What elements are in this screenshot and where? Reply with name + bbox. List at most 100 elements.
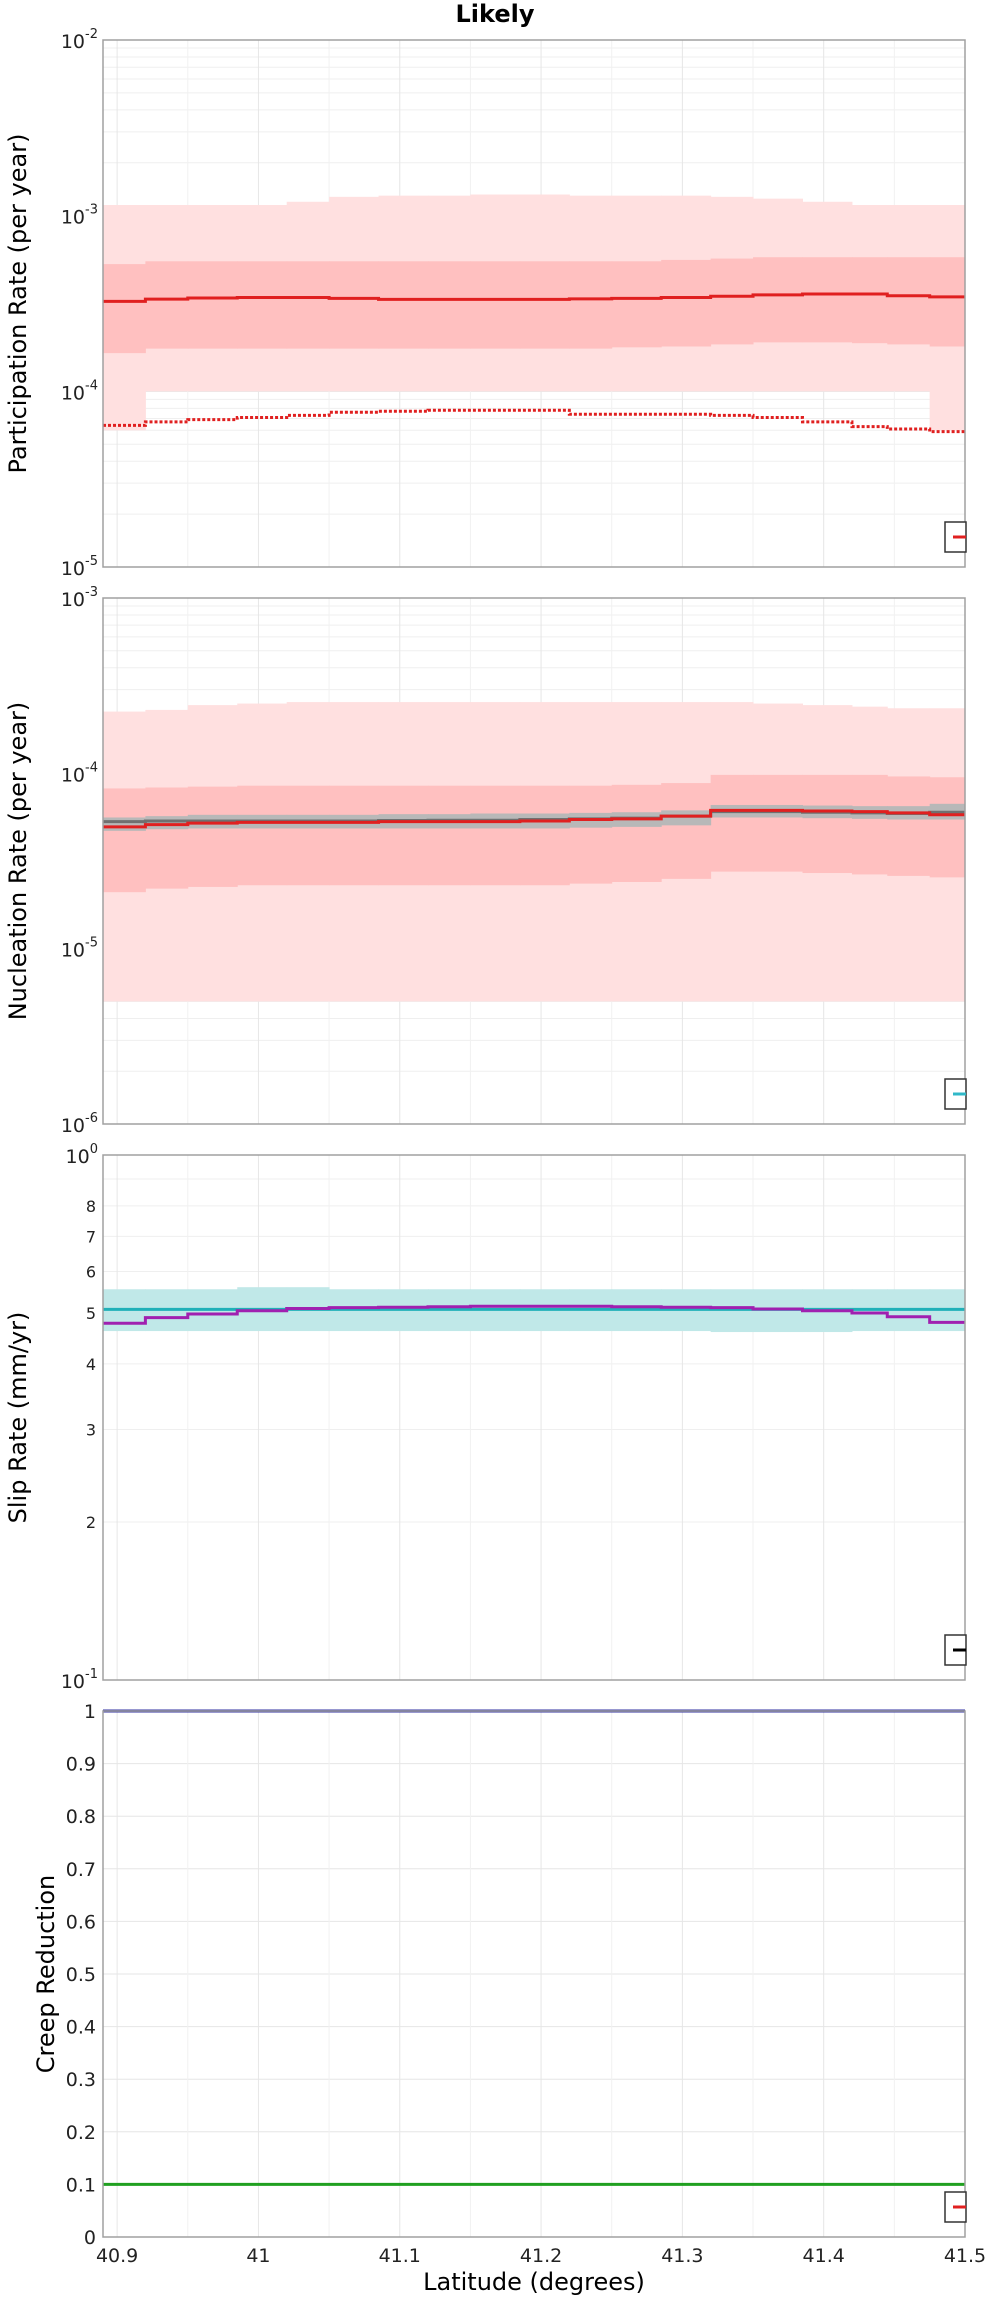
x-tick-label: 41.1 — [379, 2245, 421, 2267]
band-segment — [286, 261, 330, 349]
plot-frame — [102, 597, 966, 1125]
y-tick-label: 10-3 — [61, 203, 98, 229]
y-tick-label: 100 — [66, 1142, 98, 1168]
y-tick-label: 10-6 — [61, 1111, 98, 1137]
x-tick-label: 41.5 — [944, 2245, 986, 2267]
band-segment — [103, 788, 146, 893]
band-segment — [145, 816, 189, 830]
y-tick-label: 0.5 — [66, 1964, 96, 1986]
plot-frame — [102, 39, 966, 568]
band-segment — [237, 261, 288, 349]
series-line — [103, 1304, 965, 1325]
y-minor-tick-label: 8 — [86, 1197, 96, 1216]
y-minor-tick-label: 4 — [86, 1355, 96, 1374]
band-segment — [753, 774, 803, 872]
figure-title: Likely — [456, 0, 535, 28]
band-segment — [851, 257, 888, 344]
y-tick-label: 10-4 — [61, 378, 98, 404]
band-segment — [929, 777, 966, 878]
y-tick-label: 10-3 — [61, 585, 98, 611]
band-segment — [519, 785, 570, 886]
band-segment — [103, 264, 146, 354]
creep-reduction-panel: 0 0.1 0.2 0.3 0.4 0.5 0.6 0.7 0.8 0.9 1 Creep Reduc… — [32, 1701, 967, 2249]
y-axis-label: Creep Reduction — [32, 1875, 60, 2073]
legend — [944, 1078, 967, 1110]
band-segment — [187, 261, 238, 349]
band-segment — [851, 774, 888, 875]
x-tick-label: 41.2 — [520, 2245, 562, 2267]
x-tick-label: 41.3 — [661, 2245, 703, 2267]
y-tick-label: 0.3 — [66, 2069, 96, 2091]
band-segment — [753, 257, 803, 343]
series-line — [103, 408, 965, 434]
x-tick-label: 41 — [246, 2245, 270, 2267]
x-axis-label: Latitude (degrees) — [423, 2268, 645, 2296]
participation-rate-panel: 10-5 10-4 10-3 10-2 Participation Rate (per … — [4, 27, 967, 580]
band-segment — [378, 785, 429, 886]
y-minor-tick-label: 6 — [86, 1262, 96, 1281]
y-minor-tick-label: 2 — [86, 1513, 96, 1532]
band-segment — [329, 785, 380, 886]
y-tick-label: 0 — [84, 2227, 96, 2249]
y-tick-label: 0.7 — [66, 1859, 96, 1881]
band-segment — [286, 785, 330, 886]
band-segment — [378, 261, 429, 349]
y-tick-label: 0.2 — [66, 2122, 96, 2144]
y-tick-label: 0.6 — [66, 1911, 96, 1933]
band-segment — [519, 261, 570, 349]
y-tick-label: 1 — [84, 1701, 96, 1723]
series-line — [103, 808, 965, 829]
band-segment — [470, 261, 521, 349]
nucleation-rate-panel: 10-6 10-5 10-4 10-3 Nucleation Rate (per yea… — [4, 585, 967, 1137]
series-line — [103, 292, 965, 303]
legend — [944, 2191, 967, 2223]
y-minor-tick-label: 7 — [86, 1227, 96, 1246]
y-minor-tick-label: 3 — [86, 1421, 96, 1440]
x-tick-label: 41.4 — [803, 2245, 845, 2267]
band-segment — [145, 787, 189, 889]
legend — [944, 1634, 967, 1666]
band-segment — [428, 785, 471, 886]
plot-frame — [102, 1154, 966, 1681]
slip-rate-panel: 10-1 100 2 3 4 5 6 7 8 Slip Rate (mm/yr) — [4, 1142, 967, 1693]
band-segment — [802, 257, 853, 343]
band-segment — [661, 810, 712, 826]
plot-frame — [102, 1710, 966, 2238]
y-axis-label: Participation Rate (per year) — [4, 134, 32, 474]
band-segment — [187, 786, 238, 887]
band-segment — [569, 785, 613, 884]
y-tick-label: 10-2 — [61, 27, 98, 53]
x-tick-label: 40.9 — [96, 2245, 138, 2267]
band-segment — [428, 261, 471, 349]
band-segment — [611, 261, 662, 348]
band-segment — [145, 261, 189, 349]
y-tick-label: 10-5 — [61, 936, 98, 962]
y-tick-label: 0.9 — [66, 1754, 96, 1776]
y-tick-label: 10-5 — [61, 554, 98, 580]
y-axis-label: Slip Rate (mm/yr) — [4, 1312, 32, 1524]
band-segment — [611, 784, 662, 883]
band-segment — [710, 774, 754, 872]
band-segment — [103, 817, 146, 831]
band-segment — [802, 774, 853, 874]
band-segment — [237, 785, 288, 886]
y-minor-tick-label: 5 — [86, 1304, 96, 1323]
band-segment — [887, 257, 931, 345]
plot-area — [103, 1155, 965, 1680]
legend — [944, 521, 967, 553]
band-segment — [710, 258, 754, 345]
band-segment — [329, 261, 380, 349]
y-tick-label: 10-4 — [61, 760, 98, 786]
band-segment — [470, 785, 521, 886]
band-segment — [569, 261, 613, 349]
band-segment — [887, 776, 931, 876]
y-tick-label: 10-1 — [61, 1667, 98, 1693]
y-tick-label: 0.8 — [66, 1806, 96, 1828]
band-segment — [661, 259, 712, 347]
band-segment — [661, 783, 712, 879]
y-tick-label: 0.1 — [66, 2174, 96, 2196]
y-tick-label: 0.4 — [66, 2017, 96, 2039]
y-axis-label: Nucleation Rate (per year) — [4, 702, 32, 1021]
band-segment — [929, 257, 966, 347]
